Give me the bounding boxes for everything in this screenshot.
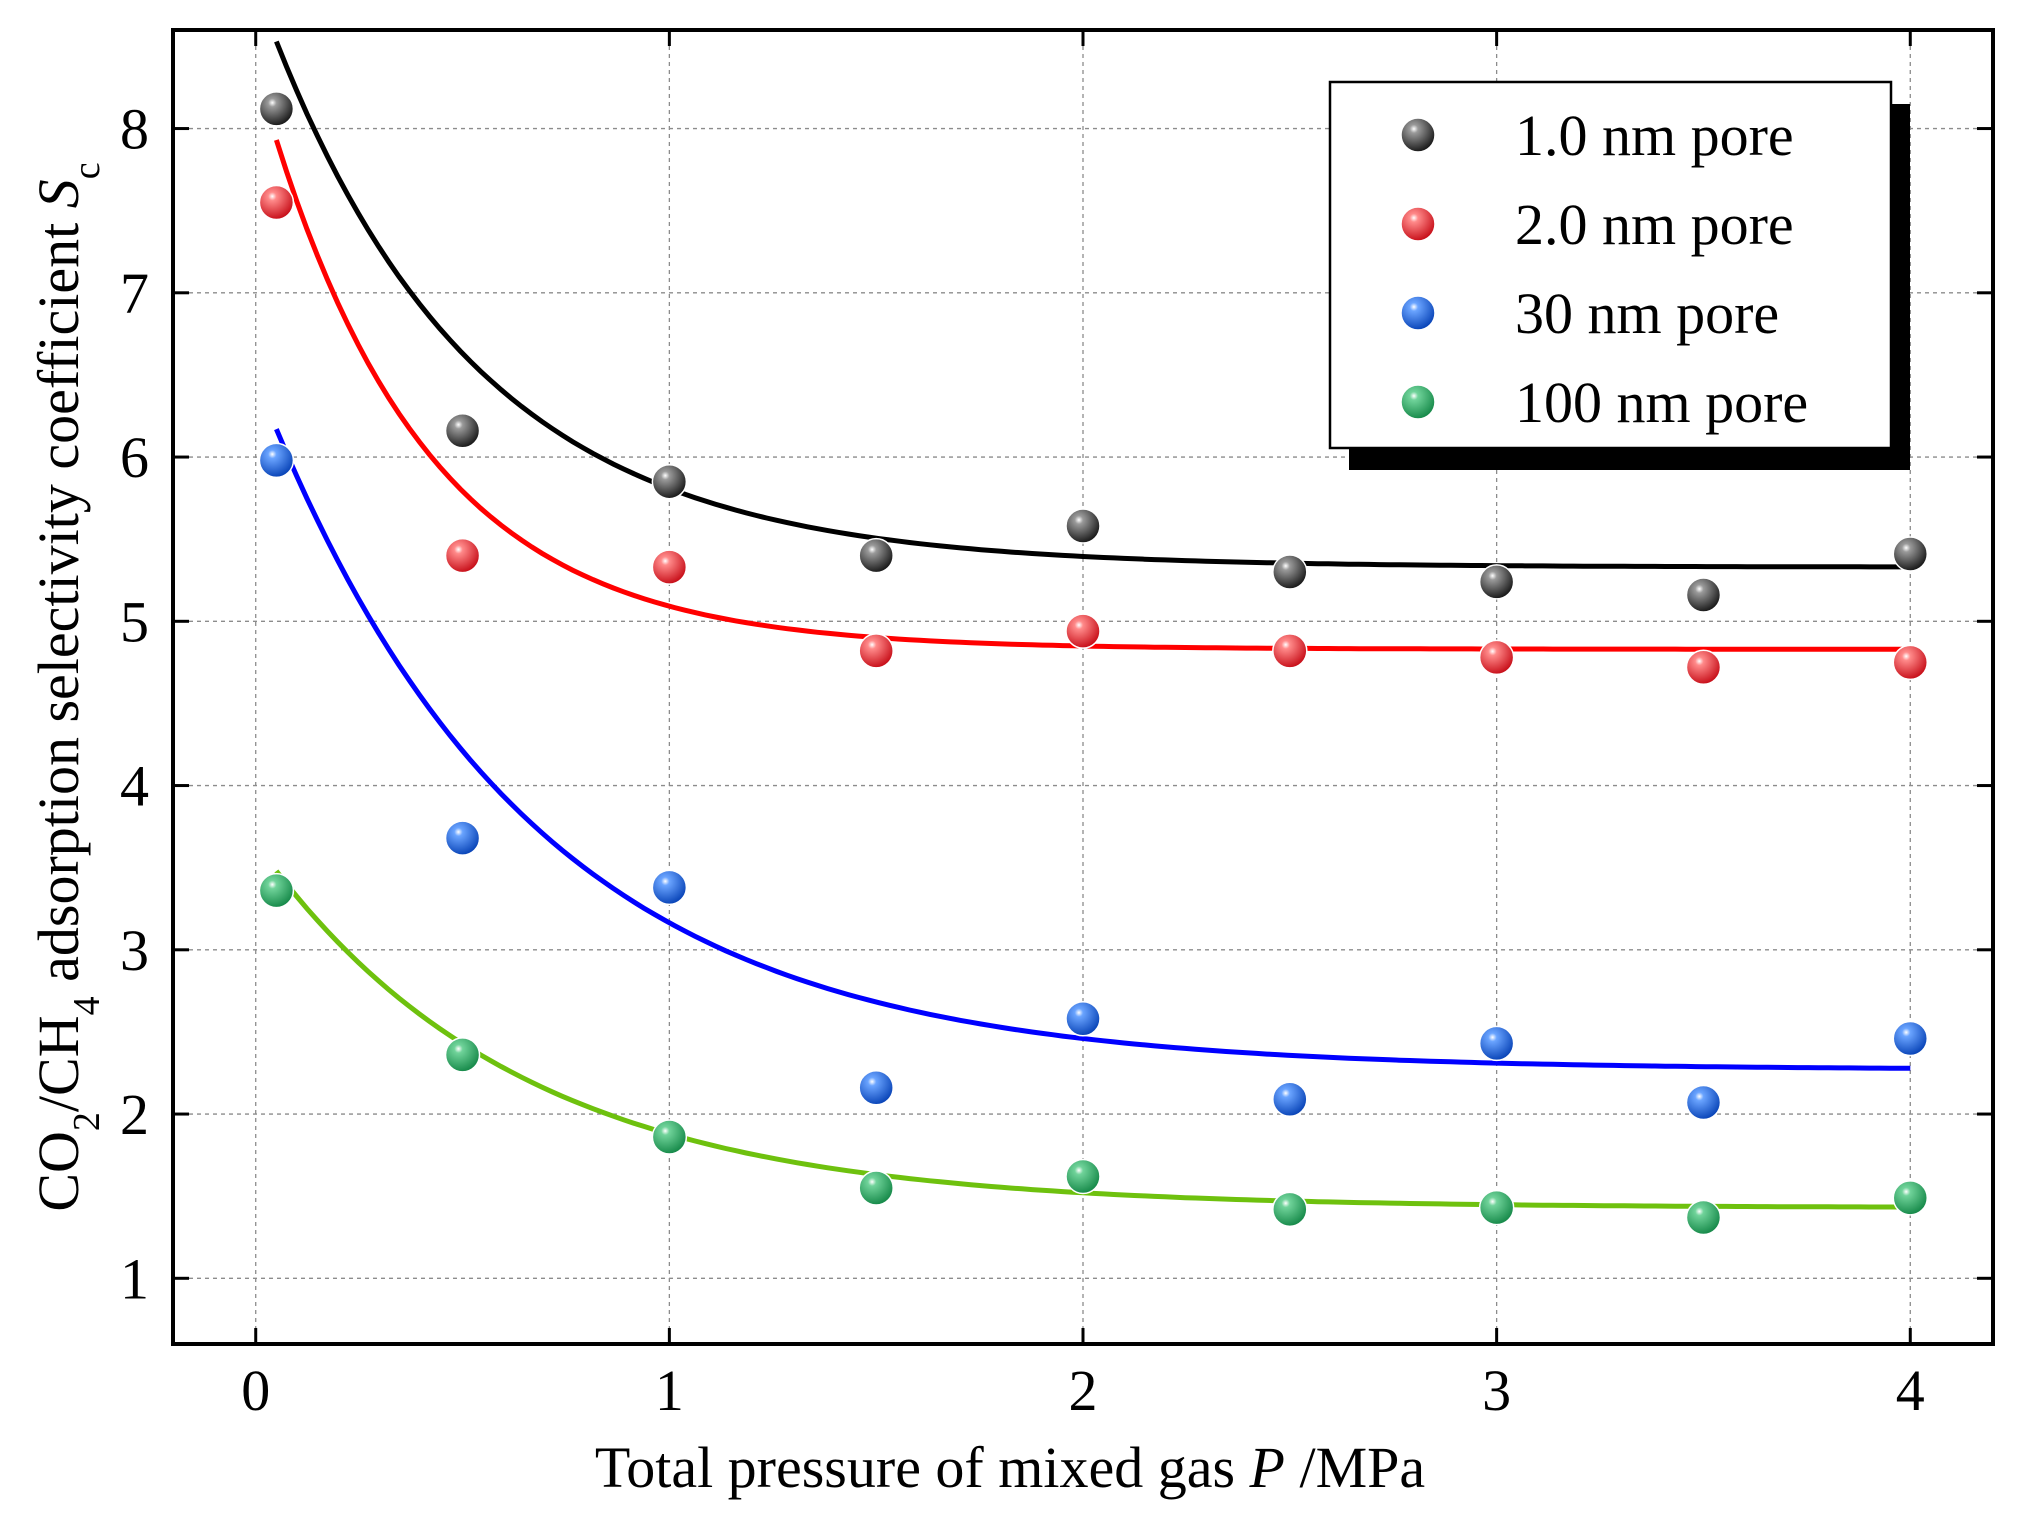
point-s2-6 bbox=[1478, 1025, 1515, 1062]
point-s3-3 bbox=[858, 1170, 894, 1206]
point-s2-4 bbox=[1065, 1001, 1101, 1037]
x-tick-labels: 0 1 2 3 4 bbox=[241, 1358, 1925, 1423]
fit-curve-2 bbox=[274, 428, 1911, 1071]
point-s3-6 bbox=[1478, 1189, 1515, 1226]
point-s2-8 bbox=[1892, 1020, 1929, 1057]
x-tick-label-2: 2 bbox=[1069, 1358, 1098, 1423]
point-s3-4 bbox=[1065, 1158, 1101, 1195]
y-tick-label-1: 2 bbox=[120, 1082, 149, 1147]
point-s2-7 bbox=[1685, 1084, 1722, 1121]
point-s1-0 bbox=[258, 184, 295, 221]
x-axis-label: Total pressure of mixed gas P /MPa bbox=[595, 1435, 1425, 1500]
point-s3-2 bbox=[651, 1119, 688, 1155]
point-s1-7 bbox=[1685, 649, 1722, 686]
point-s0-5 bbox=[1272, 554, 1308, 590]
point-s2-5 bbox=[1272, 1081, 1308, 1118]
point-s1-2 bbox=[651, 549, 688, 585]
data-points bbox=[258, 91, 1929, 1236]
point-s0-6 bbox=[1478, 564, 1515, 600]
point-s2-3 bbox=[858, 1070, 894, 1106]
legend-label-3: 100 nm pore bbox=[1515, 370, 1808, 435]
x-tick-label-0: 0 bbox=[241, 1358, 270, 1423]
ticks bbox=[173, 30, 1993, 1344]
point-s3-0 bbox=[258, 872, 295, 909]
fit-curves bbox=[274, 40, 1911, 1210]
legend-marker-3 bbox=[1400, 384, 1436, 420]
point-s2-1 bbox=[444, 820, 481, 856]
y-tick-label-7: 8 bbox=[120, 97, 149, 162]
point-s0-0 bbox=[258, 91, 295, 127]
point-s3-8 bbox=[1892, 1180, 1929, 1216]
point-s1-4 bbox=[1065, 613, 1101, 649]
point-s2-2 bbox=[651, 869, 688, 906]
point-s2-0 bbox=[258, 442, 295, 479]
y-tick-label-0: 1 bbox=[120, 1246, 149, 1311]
point-s1-3 bbox=[858, 633, 894, 669]
point-s3-1 bbox=[444, 1037, 481, 1073]
y-tick-label-5: 6 bbox=[120, 425, 149, 490]
legend-label-2: 30 nm pore bbox=[1515, 281, 1779, 346]
legend-marker-0 bbox=[1400, 117, 1436, 153]
y-tick-label-3: 4 bbox=[120, 754, 149, 819]
x-tick-label-1: 1 bbox=[655, 1358, 684, 1423]
legend-marker-2 bbox=[1400, 295, 1436, 331]
point-s1-8 bbox=[1892, 644, 1929, 681]
point-s3-5 bbox=[1272, 1191, 1308, 1228]
point-s3-7 bbox=[1685, 1199, 1722, 1236]
x-tick-label-3: 3 bbox=[1482, 1358, 1511, 1423]
point-s0-4 bbox=[1065, 508, 1101, 544]
point-s1-6 bbox=[1478, 639, 1515, 676]
y-axis-label: CO2/CH4 adsorption selectivity coefficie… bbox=[26, 162, 108, 1211]
fit-curve-3 bbox=[274, 869, 1911, 1210]
legend-label-0: 1.0 nm pore bbox=[1515, 103, 1794, 168]
fit-curve-0 bbox=[274, 40, 1911, 570]
legend-marker-1 bbox=[1400, 206, 1436, 242]
y-tick-label-4: 5 bbox=[120, 589, 149, 654]
point-s0-2 bbox=[651, 463, 688, 500]
point-s0-3 bbox=[858, 537, 894, 574]
fit-curve-1 bbox=[274, 139, 1911, 652]
point-s0-8 bbox=[1892, 536, 1929, 572]
x-tick-label-4: 4 bbox=[1896, 1358, 1925, 1423]
y-tick-label-6: 7 bbox=[120, 261, 149, 326]
legend: 1.0 nm pore 2.0 nm pore 30 nm pore 100 nm p… bbox=[1328, 80, 1910, 470]
point-s0-1 bbox=[444, 413, 481, 449]
legend-label-1: 2.0 nm pore bbox=[1515, 192, 1794, 257]
point-s1-1 bbox=[444, 537, 481, 574]
y-tick-label-2: 3 bbox=[120, 918, 149, 983]
y-tick-labels: 1 2 3 4 5 6 7 8 bbox=[120, 97, 149, 1312]
point-s1-5 bbox=[1272, 633, 1308, 669]
point-s0-7 bbox=[1685, 577, 1722, 613]
